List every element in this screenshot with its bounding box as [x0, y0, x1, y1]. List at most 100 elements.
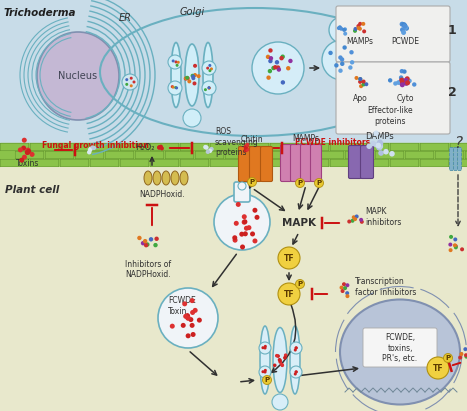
FancyBboxPatch shape	[180, 159, 209, 167]
Circle shape	[338, 25, 342, 29]
Ellipse shape	[273, 328, 287, 393]
Circle shape	[449, 235, 453, 239]
Circle shape	[288, 59, 293, 63]
Circle shape	[364, 82, 368, 86]
FancyBboxPatch shape	[210, 159, 239, 167]
Circle shape	[248, 178, 256, 187]
FancyBboxPatch shape	[300, 159, 329, 167]
Circle shape	[245, 148, 249, 152]
FancyBboxPatch shape	[348, 145, 361, 178]
Circle shape	[278, 358, 281, 362]
Circle shape	[338, 69, 343, 73]
Circle shape	[232, 235, 237, 240]
Circle shape	[403, 23, 407, 28]
Circle shape	[204, 88, 207, 91]
Text: FCWDE inhibitors: FCWDE inhibitors	[295, 138, 370, 146]
Circle shape	[346, 283, 349, 287]
Circle shape	[144, 243, 149, 247]
Circle shape	[244, 226, 249, 231]
Circle shape	[174, 86, 177, 89]
FancyBboxPatch shape	[240, 143, 269, 151]
Text: Chitin: Chitin	[241, 135, 263, 144]
FancyBboxPatch shape	[15, 151, 44, 159]
Circle shape	[185, 313, 190, 318]
Circle shape	[243, 148, 248, 152]
Text: Effector-like
proteins: Effector-like proteins	[367, 106, 413, 126]
Circle shape	[358, 77, 362, 81]
FancyBboxPatch shape	[195, 151, 224, 159]
Circle shape	[427, 357, 449, 379]
Circle shape	[343, 27, 347, 31]
Ellipse shape	[171, 171, 179, 185]
Circle shape	[400, 80, 405, 85]
Circle shape	[403, 81, 409, 86]
FancyBboxPatch shape	[458, 148, 461, 171]
Circle shape	[170, 323, 175, 329]
Circle shape	[453, 238, 457, 241]
Circle shape	[393, 81, 397, 85]
Circle shape	[204, 145, 209, 150]
Circle shape	[358, 77, 362, 81]
FancyBboxPatch shape	[30, 143, 59, 151]
Circle shape	[214, 194, 270, 250]
FancyBboxPatch shape	[270, 159, 299, 167]
FancyBboxPatch shape	[300, 143, 329, 151]
FancyBboxPatch shape	[336, 62, 450, 134]
FancyBboxPatch shape	[281, 145, 291, 182]
Circle shape	[353, 217, 357, 221]
Circle shape	[401, 30, 406, 35]
Circle shape	[191, 74, 195, 78]
Text: 1: 1	[448, 23, 456, 37]
Text: MAMPs: MAMPs	[347, 37, 374, 46]
Circle shape	[271, 66, 276, 70]
FancyBboxPatch shape	[150, 143, 179, 151]
FancyBboxPatch shape	[375, 151, 404, 159]
Circle shape	[378, 141, 383, 146]
Circle shape	[242, 219, 248, 224]
Circle shape	[338, 55, 343, 60]
Circle shape	[190, 323, 195, 328]
Text: H₂O₂: H₂O₂	[135, 143, 155, 152]
Circle shape	[278, 360, 282, 364]
FancyBboxPatch shape	[290, 145, 302, 182]
FancyBboxPatch shape	[120, 143, 149, 151]
Circle shape	[188, 317, 193, 322]
Circle shape	[209, 147, 214, 151]
Text: ?: ?	[454, 136, 462, 150]
Circle shape	[26, 149, 31, 154]
Circle shape	[389, 151, 395, 157]
Circle shape	[262, 370, 264, 373]
Circle shape	[340, 62, 345, 66]
Text: Golgi: Golgi	[179, 7, 205, 17]
Circle shape	[143, 239, 147, 243]
FancyBboxPatch shape	[150, 159, 179, 167]
Circle shape	[191, 76, 195, 80]
Circle shape	[192, 81, 197, 85]
Circle shape	[453, 243, 457, 247]
Circle shape	[244, 145, 248, 150]
FancyBboxPatch shape	[225, 151, 254, 159]
Ellipse shape	[153, 171, 161, 185]
Circle shape	[276, 65, 280, 70]
Circle shape	[361, 22, 365, 26]
FancyBboxPatch shape	[30, 159, 59, 167]
Circle shape	[397, 80, 402, 85]
Circle shape	[358, 22, 362, 26]
Circle shape	[197, 318, 202, 323]
Circle shape	[334, 63, 339, 67]
Circle shape	[279, 56, 284, 60]
Circle shape	[245, 143, 249, 147]
Circle shape	[268, 48, 273, 53]
Text: Transcription
factor inhibitors: Transcription factor inhibitors	[355, 277, 417, 297]
Circle shape	[168, 81, 182, 95]
Circle shape	[266, 55, 270, 59]
Text: Fungal growth inhibition: Fungal growth inhibition	[42, 141, 149, 150]
FancyBboxPatch shape	[363, 328, 437, 367]
Circle shape	[356, 24, 361, 28]
Circle shape	[259, 366, 271, 378]
Circle shape	[255, 215, 260, 220]
Ellipse shape	[260, 326, 270, 394]
Circle shape	[403, 78, 408, 83]
Circle shape	[294, 372, 297, 376]
Circle shape	[281, 55, 285, 59]
